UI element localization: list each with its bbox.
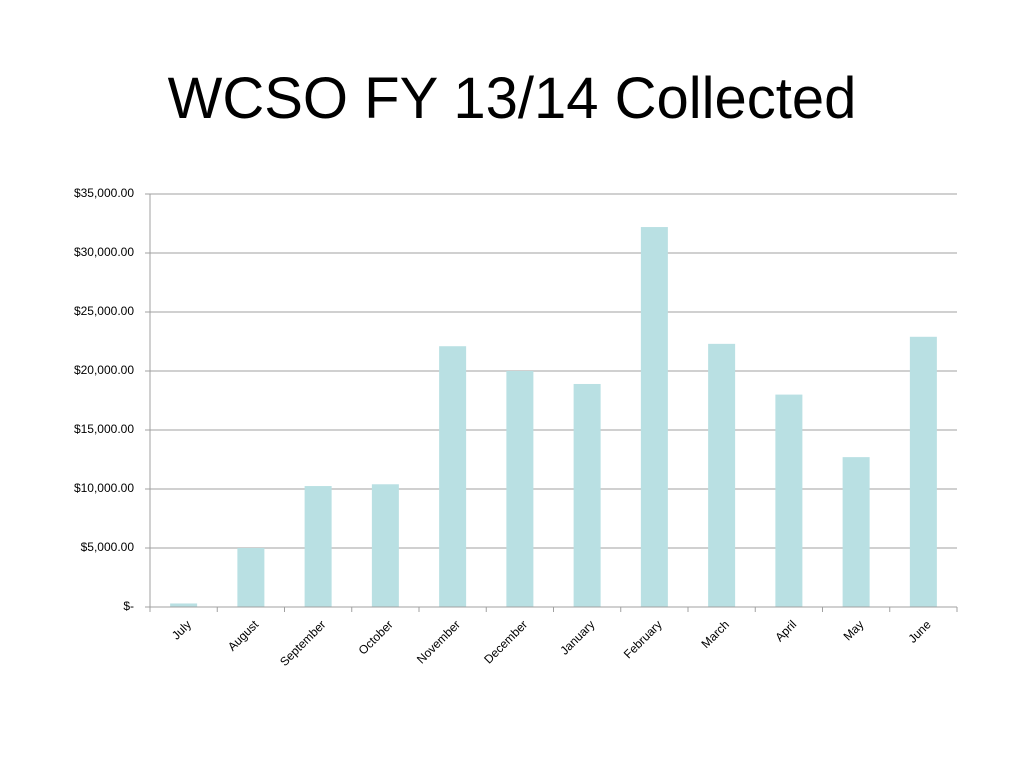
x-tick-label: November — [414, 617, 463, 666]
bar — [775, 394, 803, 607]
x-tick-label: August — [225, 617, 262, 654]
bar — [909, 336, 937, 607]
y-tick-label: $25,000.00 — [74, 304, 134, 318]
x-tick-label: October — [356, 617, 396, 657]
bar — [170, 603, 198, 607]
y-tick-label: $20,000.00 — [74, 363, 134, 377]
x-tick-label: March — [699, 617, 732, 650]
bar — [439, 346, 467, 607]
bar — [237, 548, 265, 607]
x-tick-label: December — [481, 617, 530, 666]
bar — [506, 371, 534, 607]
bar — [371, 484, 399, 607]
chart-title: WCSO FY 13/14 Collected — [168, 66, 857, 131]
y-tick-label: $- — [123, 599, 134, 613]
bar — [708, 343, 736, 607]
y-tick-label: $15,000.00 — [74, 422, 134, 436]
x-tick-label: May — [841, 617, 867, 643]
bar — [842, 457, 870, 607]
bar — [640, 227, 668, 608]
y-tick-label: $35,000.00 — [74, 186, 134, 200]
x-tick-label: June — [905, 617, 934, 646]
x-tick-label: April — [772, 617, 799, 644]
bar — [573, 383, 601, 607]
y-tick-label: $30,000.00 — [74, 245, 134, 259]
x-tick-label: July — [169, 617, 194, 642]
bar — [304, 486, 332, 607]
x-tick-label: September — [277, 617, 328, 668]
y-tick-label: $10,000.00 — [74, 481, 134, 495]
x-tick-label: January — [557, 617, 597, 657]
y-tick-label: $5,000.00 — [81, 540, 135, 554]
x-tick-label: February — [621, 617, 665, 661]
